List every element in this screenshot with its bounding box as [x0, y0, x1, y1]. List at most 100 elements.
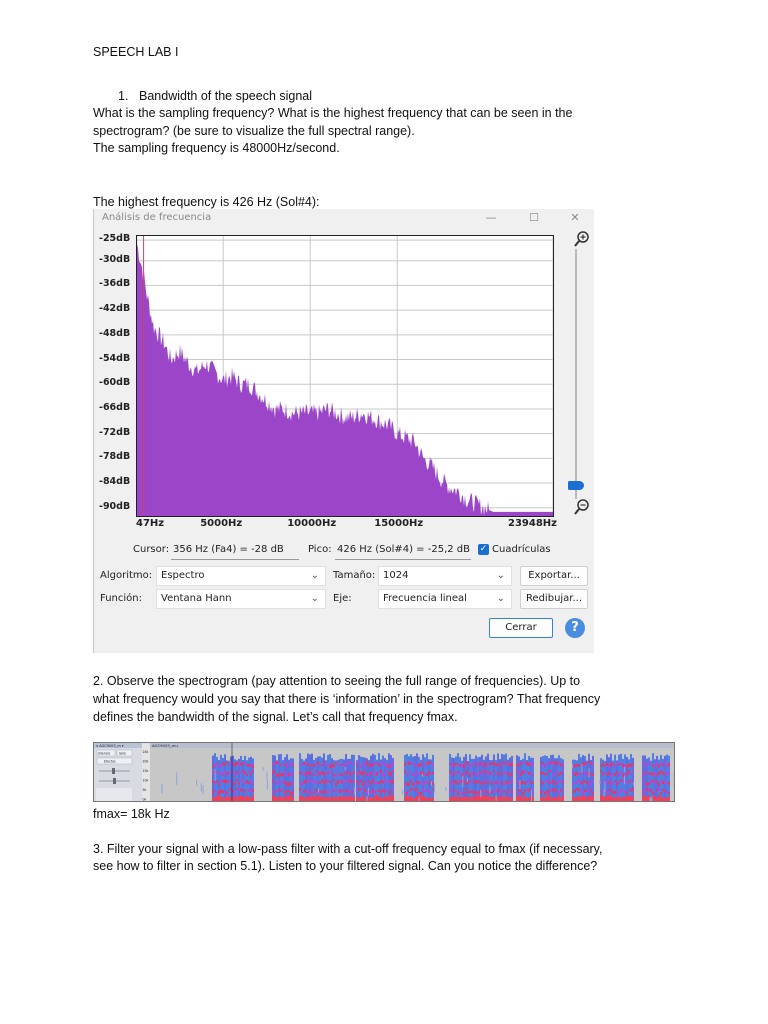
- spectrogram-band: [303, 761, 305, 765]
- spectrogram-band: [307, 770, 309, 774]
- spectrogram-low-band: [644, 796, 646, 801]
- spectrogram-column: [222, 758, 224, 801]
- spectrogram-band: [406, 773, 408, 777]
- spectrogram-freq-tick: 0k: [143, 798, 147, 802]
- spectrogram-band: [382, 780, 384, 784]
- spectrogram-band: [475, 780, 477, 784]
- spectrogram-band: [465, 771, 467, 775]
- function-select[interactable]: Ventana Hann ⌄: [156, 589, 326, 609]
- spectrogram-band: [321, 779, 323, 783]
- spectrogram-low-band: [420, 795, 422, 801]
- spectrogram-low-band: [242, 796, 244, 801]
- spectrogram-low-band: [614, 797, 616, 801]
- spectrogram-band: [212, 771, 214, 775]
- spectrogram-band: [503, 772, 505, 774]
- spectrogram-column: [592, 755, 594, 801]
- spectrogram-band: [339, 789, 341, 793]
- spectrogram-band: [588, 761, 590, 764]
- spectrogram-column: [479, 756, 481, 801]
- spectrogram-low-band: [292, 797, 294, 801]
- spectrogram-band: [313, 773, 315, 776]
- zoom-slider-thumb[interactable]: [568, 481, 584, 490]
- spectrogram-band: [240, 788, 242, 792]
- spectrogram-band: [644, 782, 646, 786]
- spectrogram-low-band: [356, 796, 358, 801]
- spectrogram-band: [562, 770, 564, 773]
- spectrogram-noise: [266, 771, 268, 781]
- spectrogram-low-band: [280, 796, 282, 801]
- peak-label: Pico:: [308, 544, 332, 555]
- spectrogram-band: [360, 788, 362, 790]
- spectrogram-band: [475, 791, 477, 794]
- spectrogram-low-band: [606, 795, 608, 801]
- spectrogram-band: [416, 764, 418, 767]
- export-button[interactable]: Exportar...: [520, 566, 588, 586]
- spectrogram-band: [656, 789, 658, 791]
- spectrogram-band: [532, 761, 534, 766]
- spectrogram-band: [586, 789, 588, 792]
- spectrogram-band: [624, 790, 626, 794]
- spectrogram-band: [368, 780, 370, 782]
- spectrogram-band: [292, 764, 294, 767]
- spectrogram-column: [520, 760, 522, 801]
- axis-select[interactable]: Frecuencia lineal ⌄: [378, 589, 512, 609]
- spectrogram-band: [618, 791, 620, 795]
- spectrogram-column: [406, 753, 408, 801]
- spectrogram-low-band: [540, 797, 542, 801]
- spectrogram-band: [499, 780, 501, 784]
- minimize-button[interactable]: —: [485, 211, 497, 224]
- spectrogram-band: [520, 789, 522, 792]
- spectrogram-band: [392, 770, 394, 772]
- spectrogram-column: [626, 756, 628, 801]
- spectrogram-band: [453, 788, 455, 792]
- size-select[interactable]: 1024 ⌄: [378, 566, 512, 586]
- spectrogram-low-band: [214, 797, 216, 801]
- spectrogram-band: [532, 781, 534, 784]
- spectrogram-column: [614, 754, 616, 801]
- spectrogram-noise: [588, 768, 590, 778]
- grid-checkbox[interactable]: ✓: [478, 544, 489, 555]
- spectrogram-column: [586, 760, 588, 801]
- spectrogram-column: [370, 755, 372, 801]
- cerrar-button[interactable]: Cerrar: [489, 618, 553, 638]
- spectrogram-column: [499, 759, 501, 801]
- spectrogram-low-band: [526, 797, 528, 801]
- spectrogram-band: [311, 770, 313, 772]
- redraw-button[interactable]: Redibujar...: [520, 589, 588, 609]
- zoom-in-icon[interactable]: [574, 231, 590, 251]
- spectrogram-band: [418, 781, 420, 785]
- spectrogram-band: [282, 780, 284, 784]
- spectrogram-band: [590, 762, 592, 765]
- help-button[interactable]: ?: [565, 618, 585, 638]
- spectrogram-low-band: [608, 795, 610, 801]
- spectrogram-band: [307, 780, 309, 783]
- spectrogram-column: [430, 759, 432, 801]
- spectrogram-band: [465, 761, 467, 764]
- spectrogram-low-band: [224, 797, 226, 801]
- spectrogram-band: [220, 779, 222, 783]
- spectrogram-column: [493, 754, 495, 801]
- spectrogram-low-band: [493, 796, 495, 801]
- spectrogram-column: [544, 755, 546, 801]
- algorithm-select[interactable]: Espectro ⌄: [156, 566, 326, 586]
- spectrogram-column: [668, 755, 670, 801]
- spectrogram-low-band: [542, 796, 544, 801]
- spectrogram-band: [465, 782, 467, 785]
- zoom-slider-track[interactable]: [575, 249, 577, 499]
- spectrogram-band: [509, 773, 511, 777]
- zoom-out-icon[interactable]: [574, 499, 590, 519]
- spectrogram-band: [430, 761, 432, 764]
- maximize-button[interactable]: ☐: [529, 211, 539, 224]
- spectrogram-low-band: [238, 795, 240, 801]
- spectrogram-band: [408, 782, 410, 786]
- spectrogram-column: [642, 755, 644, 801]
- close-window-button[interactable]: ✕: [570, 211, 580, 224]
- spectrogram-band: [311, 791, 313, 794]
- spectrogram-low-band: [656, 797, 658, 801]
- y-tick-label: -54dB: [99, 352, 131, 364]
- q2-line2: what frequency would you say that there …: [93, 692, 601, 706]
- spectrogram-band: [554, 761, 556, 765]
- spectrogram-band: [650, 772, 652, 776]
- spectrogram-band: [238, 788, 240, 792]
- spectrogram-low-band: [311, 795, 313, 801]
